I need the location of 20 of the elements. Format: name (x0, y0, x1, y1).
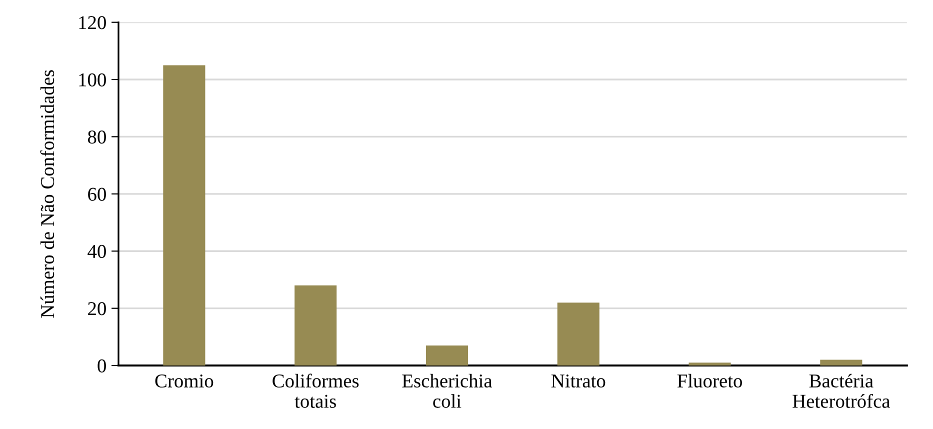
bar (688, 362, 731, 366)
x-tick-label: Bactéria Heterotrófca (792, 374, 890, 408)
y-tick-label: 100 (79, 73, 106, 86)
x-tick-label: Cromio (155, 374, 214, 388)
bar (294, 285, 337, 366)
bar (426, 345, 468, 366)
y-tick-label: 80 (88, 130, 106, 144)
y-tick-label: 0 (98, 359, 106, 372)
y-tick-label: 40 (88, 244, 106, 258)
bar (557, 302, 600, 366)
y-tick-label: 60 (88, 188, 106, 201)
x-tick-label: Nitrato (551, 374, 606, 388)
y-axis-title: Número de Não Conformidades (40, 70, 54, 318)
x-tick-label: Fluoreto (677, 374, 742, 388)
bar (820, 360, 862, 366)
bar (163, 65, 206, 366)
x-tick-label: Coliformes totais (272, 374, 359, 408)
y-tick-label: 20 (88, 302, 106, 316)
y-tick-label: 120 (79, 16, 106, 30)
x-tick-label: Escherichia coli (402, 374, 492, 408)
